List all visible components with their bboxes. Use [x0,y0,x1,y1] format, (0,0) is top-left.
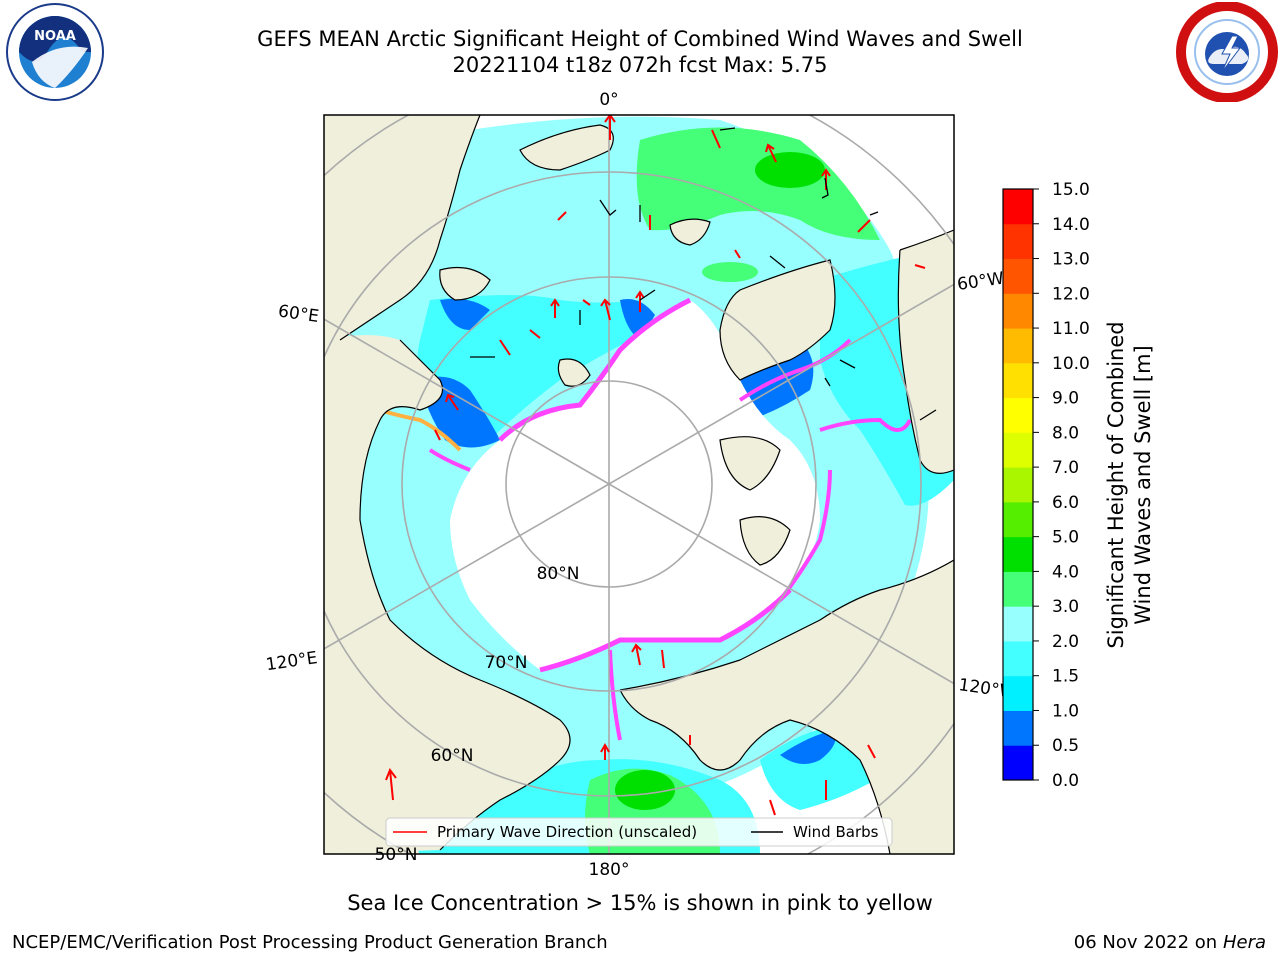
colorbar-segment [1003,189,1033,225]
legend-barb-label: Wind Barbs [793,823,879,841]
lat-label-70: 70°N [485,653,528,673]
map-title: GEFS MEAN Arctic Significant Height of C… [257,27,1023,51]
colorbar-tick-label: 3.0 [1052,597,1079,617]
lat-label-60: 60°N [431,746,474,766]
footer-credit: NCEP/EMC/Verification Post Processing Pr… [12,932,608,953]
colorbar-segment [1003,606,1033,642]
colorbar-tick-label: 0.5 [1052,736,1079,756]
footer-date: 06 Nov 2022 on Hera [1074,932,1266,953]
lat-label-80: 80°N [537,564,580,584]
colorbar-tick-label: 15.0 [1052,180,1090,200]
colorbar-segment [1003,501,1033,538]
noaa-logo: NOAA [6,3,104,101]
wave-field-green-north [636,127,880,240]
colorbar-segment [1003,710,1033,746]
colorbar-segment [1003,258,1033,294]
colorbar-label-line1: Significant Height of Combined [1104,321,1128,648]
colorbar-tick-label: 11.0 [1052,319,1090,339]
colorbar-label-line2: Wind Waves and Swell [m] [1131,345,1155,625]
footer-date-text: 06 Nov 2022 on [1073,932,1218,953]
lon-label-60e: 60°E [277,301,320,326]
colorbar-segment [1003,536,1033,572]
map-subtitle: 20221104 t18z 072h fcst Max: 5.75 [452,53,828,77]
wave-direction-arrows [385,115,926,816]
map-frame [323,114,955,855]
colorbar-segment [1003,467,1033,503]
colorbar-segment [1003,223,1033,260]
colorbar-frame [1002,188,1034,781]
colorbar-tick-label: 1.0 [1052,701,1079,721]
colorbar-tick-label: 9.0 [1052,389,1079,409]
colorbar-segment [1003,640,1033,677]
nws-logo [1176,2,1278,102]
colorbar-segment [1003,397,1033,433]
sea-ice-caption: Sea Ice Concentration > 15% is shown in … [347,891,933,915]
colorbar-segment [1003,432,1033,468]
colorbar-tick-label: 12.0 [1052,284,1090,304]
colorbar-tick-label: 8.0 [1052,423,1079,443]
colorbar-segment [1003,571,1033,607]
colorbar-tick-label: 0.0 [1052,771,1079,791]
colorbar-tick-label: 4.0 [1052,562,1079,582]
lon-label-120e: 120°E [265,648,319,675]
colorbar-tick-label: 10.0 [1052,354,1090,374]
colorbar-segment [1003,745,1033,781]
graticule [324,115,954,854]
wind-barbs [470,127,937,421]
land-alaska-canada [620,560,954,854]
map-legend: Primary Wave Direction (unscaled) Wind B… [385,817,893,847]
footer-machine: Hera [1222,932,1266,953]
colorbar-tick-label: 2.0 [1052,632,1079,652]
colorbar-tick-label: 13.0 [1052,250,1090,270]
legend-wave-label: Primary Wave Direction (unscaled) [437,823,697,841]
colorbar-tick-label: 5.0 [1052,528,1079,548]
colorbar-segment [1003,293,1033,329]
colorbar-tick-label: 1.5 [1052,667,1079,687]
lon-label-180: 180° [589,860,630,880]
colorbar-tick-label: 14.0 [1052,215,1090,235]
colorbar-segment [1003,675,1033,711]
lon-label-60w: 60°W [956,269,1005,295]
colorbar-tick-label: 6.0 [1052,493,1079,513]
colorbar-tick-label: 7.0 [1052,458,1079,478]
land-scandinavia [324,115,480,340]
svg-text:NOAA: NOAA [34,29,76,44]
lat-label-50: 50°N [375,845,418,865]
lon-label-0: 0° [599,90,618,110]
colorbar: 0.0 0.5 1.0 1.5 2.0 3.0 4.0 5.0 6.0 7.0 8.0 9.0 10.0… [1003,180,1090,791]
colorbar-segment [1003,328,1033,364]
land-siberia [324,335,570,854]
sea-ice [450,300,820,670]
colorbar-segment [1003,362,1033,399]
